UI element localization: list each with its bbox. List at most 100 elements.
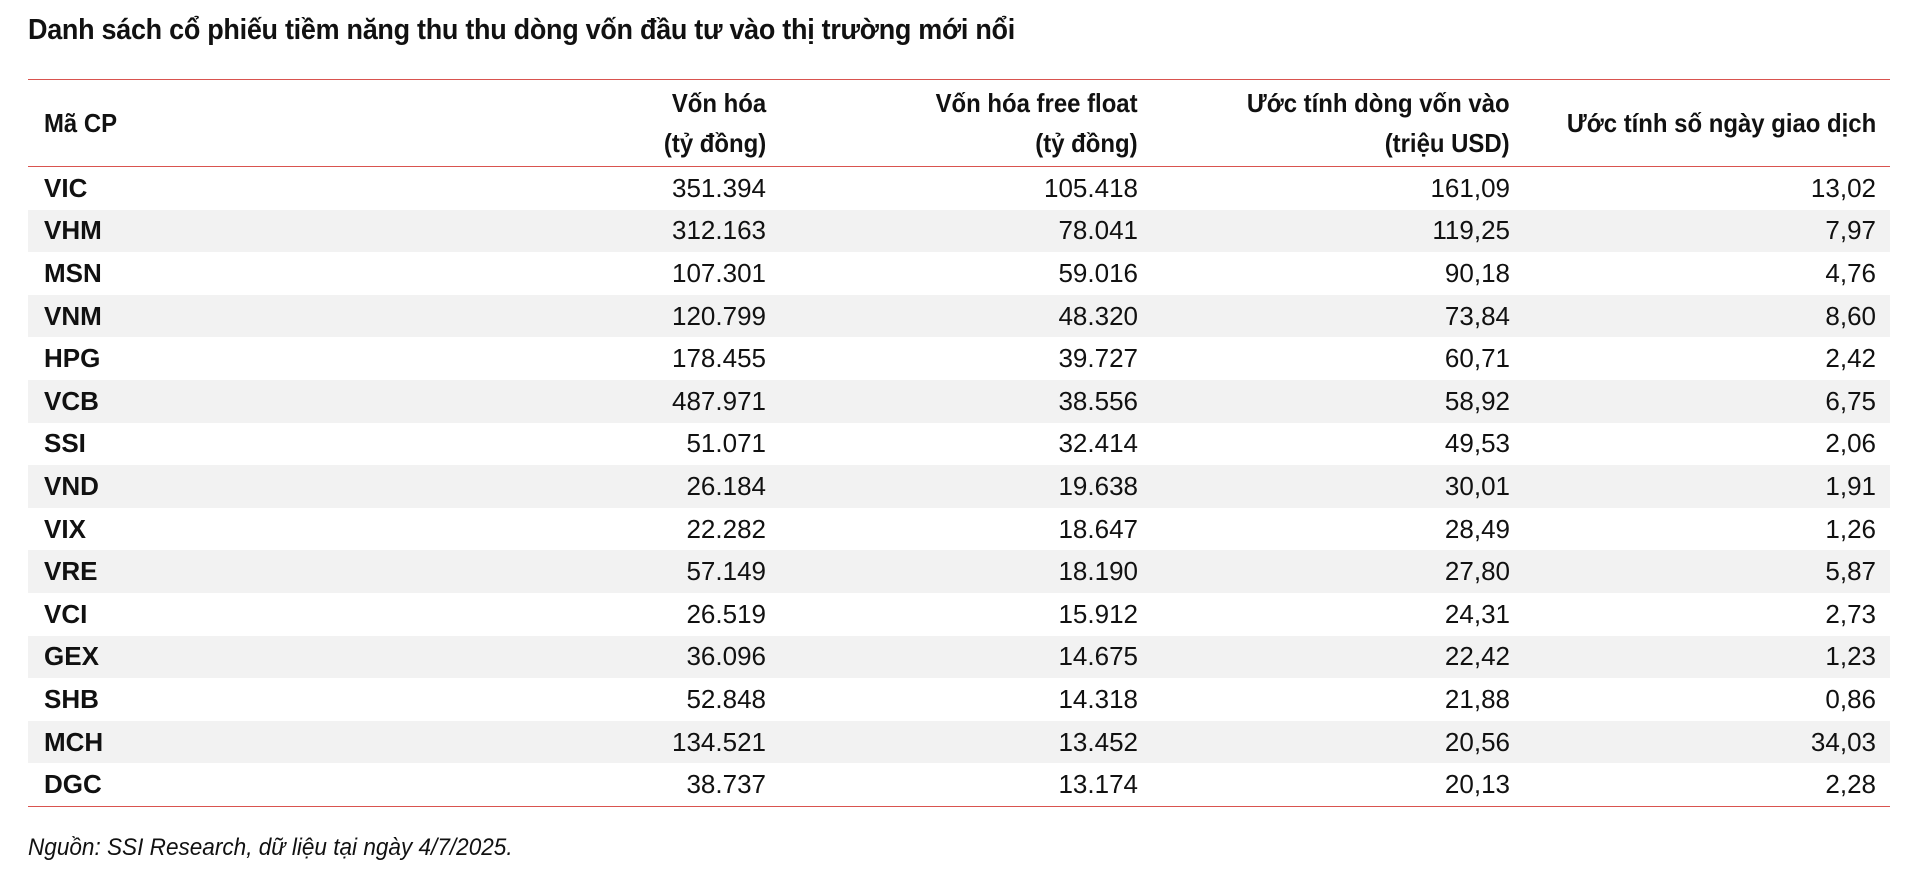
cell-market-cap: 22.282 <box>686 513 766 544</box>
table-header: Mã CP Vốn hóa (tỷ đồng) Vốn hóa free float (… <box>28 80 1890 167</box>
cell-ticker: VIX <box>44 513 86 544</box>
cell-estimated-trading-days: 7,97 <box>1524 209 1890 253</box>
cell-market-cap: 351.394 <box>672 172 766 203</box>
cell-estimated-inflow: 30,01 <box>1152 465 1524 508</box>
header-estimated-trading-days-line1: Ước tính số ngày giao dịch <box>1566 108 1877 138</box>
cell-estimated-trading-days: 2,06 <box>1825 428 1876 459</box>
cell-estimated-inflow: 161,09 <box>1430 172 1510 203</box>
header-estimated-trading-days: Ước tính số ngày giao dịch <box>1524 80 1890 167</box>
cell-estimated-trading-days: 13,02 <box>1810 172 1876 203</box>
cell-estimated-trading-days: 5,87 <box>1524 550 1890 593</box>
header-free-float-cap-line1: Vốn hóa free float <box>935 88 1138 118</box>
cell-estimated-inflow: 119,25 <box>1152 209 1524 253</box>
cell-estimated-inflow: 21,88 <box>1444 683 1510 714</box>
header-estimated-inflow-line1: Ước tính dòng vốn vào <box>1247 88 1510 118</box>
header-estimated-inflow-text: Ước tính dòng vốn vào (triệu USD) <box>1247 83 1510 163</box>
data-table: Mã CP Vốn hóa (tỷ đồng) Vốn hóa free float (… <box>28 80 1890 806</box>
table-row: VCB 487.971 38.556 58,92 6,75 <box>28 379 1890 423</box>
cell-ticker: VCB <box>28 379 396 423</box>
cell-estimated-inflow: 24,31 <box>1444 598 1510 629</box>
cell-ticker: MCH <box>28 720 396 764</box>
cell-market-cap: 38.737 <box>686 769 766 800</box>
cell-estimated-trading-days: 1,26 <box>1825 513 1876 544</box>
table-row: VND 26.184 19.638 30,01 1,91 <box>28 465 1890 508</box>
cell-free-float-cap: 18.647 <box>1058 513 1138 544</box>
cell-market-cap: 57.149 <box>396 550 780 593</box>
cell-ticker: VNM <box>28 294 396 338</box>
header-ticker: Mã CP <box>28 80 396 167</box>
cell-free-float-cap: 78.041 <box>780 209 1152 253</box>
table-row: VIX 22.282 18.647 28,49 1,26 <box>28 508 1890 551</box>
cell-free-float-cap: 14.675 <box>780 635 1152 679</box>
cell-market-cap: 312.163 <box>396 209 780 253</box>
cell-estimated-trading-days: 2,28 <box>1825 769 1876 800</box>
cell-ticker: SHB <box>44 683 99 714</box>
cell-estimated-inflow: 90,18 <box>1444 257 1510 288</box>
cell-estimated-inflow: 27,80 <box>1152 550 1524 593</box>
table-row: VCI 26.519 15.912 24,31 2,73 <box>28 593 1890 636</box>
cell-free-float-cap: 38.556 <box>780 379 1152 423</box>
cell-free-float-cap: 18.190 <box>780 550 1152 593</box>
header-estimated-trading-days-text: Ước tính số ngày giao dịch <box>1567 103 1876 143</box>
stock-table: Mã CP Vốn hóa (tỷ đồng) Vốn hóa free float (… <box>28 79 1890 807</box>
header-estimated-inflow-line2: (triệu USD) <box>1385 128 1510 158</box>
cell-free-float-cap: 19.638 <box>780 465 1152 508</box>
cell-ticker: VIC <box>44 172 88 203</box>
cell-estimated-trading-days: 2,42 <box>1825 343 1876 374</box>
table-row: HPG 178.455 39.727 60,71 2,42 <box>28 337 1890 380</box>
cell-estimated-inflow: 73,84 <box>1152 294 1524 338</box>
cell-market-cap: 134.521 <box>396 720 780 764</box>
cell-estimated-trading-days: 6,75 <box>1524 379 1890 423</box>
table-body: VIC 351.394 105.418 161,09 13,02 VHM 312.163 78… <box>28 167 1890 806</box>
cell-estimated-trading-days: 2,73 <box>1825 598 1876 629</box>
cell-free-float-cap: 39.727 <box>1058 343 1138 374</box>
cell-estimated-inflow: 28,49 <box>1444 513 1510 544</box>
cell-estimated-inflow: 60,71 <box>1444 343 1510 374</box>
table-row: VRE 57.149 18.190 27,80 5,87 <box>28 550 1890 593</box>
header-market-cap: Vốn hóa (tỷ đồng) <box>396 80 780 167</box>
cell-estimated-trading-days: 1,23 <box>1524 635 1890 679</box>
cell-estimated-inflow: 22,42 <box>1152 635 1524 679</box>
cell-estimated-trading-days: 8,60 <box>1524 294 1890 338</box>
header-market-cap-line2: (tỷ đồng) <box>663 128 766 158</box>
cell-estimated-trading-days: 0,86 <box>1825 683 1876 714</box>
cell-market-cap: 107.301 <box>672 257 766 288</box>
cell-free-float-cap: 105.418 <box>1044 172 1138 203</box>
cell-ticker: VRE <box>28 550 396 593</box>
table-row: MCH 134.521 13.452 20,56 34,03 <box>28 720 1890 764</box>
cell-free-float-cap: 59.016 <box>1058 257 1138 288</box>
cell-estimated-inflow: 20,13 <box>1444 769 1510 800</box>
cell-ticker: MSN <box>44 257 102 288</box>
header-free-float-cap-line2: (tỷ đồng) <box>1035 128 1138 158</box>
table-row: MSN 107.301 59.016 90,18 4,76 <box>28 252 1890 295</box>
cell-estimated-inflow: 58,92 <box>1152 379 1524 423</box>
cell-ticker: VND <box>28 465 396 508</box>
cell-ticker: VCI <box>44 598 88 629</box>
header-ticker-text: Mã CP <box>44 103 117 143</box>
cell-estimated-trading-days: 34,03 <box>1524 720 1890 764</box>
cell-free-float-cap: 13.452 <box>780 720 1152 764</box>
cell-estimated-inflow: 20,56 <box>1152 720 1524 764</box>
cell-ticker: DGC <box>44 769 102 800</box>
cell-market-cap: 178.455 <box>672 343 766 374</box>
cell-free-float-cap: 13.174 <box>1058 769 1138 800</box>
cell-estimated-trading-days: 1,91 <box>1524 465 1890 508</box>
cell-market-cap: 120.799 <box>396 294 780 338</box>
cell-free-float-cap: 48.320 <box>780 294 1152 338</box>
header-market-cap-text: Vốn hóa (tỷ đồng) <box>664 83 766 163</box>
cell-market-cap: 487.971 <box>396 379 780 423</box>
table-row: SHB 52.848 14.318 21,88 0,86 <box>28 678 1890 721</box>
cell-estimated-trading-days: 4,76 <box>1825 257 1876 288</box>
header-market-cap-line1: Vốn hóa <box>671 88 766 118</box>
cell-ticker: HPG <box>44 343 101 374</box>
cell-market-cap: 52.848 <box>686 683 766 714</box>
cell-market-cap: 36.096 <box>396 635 780 679</box>
header-ticker-line1: Mã CP <box>44 108 118 138</box>
header-free-float-cap: Vốn hóa free float (tỷ đồng) <box>780 80 1152 167</box>
page-title: Danh sách cổ phiếu tiềm năng thu thu dòn… <box>28 14 1015 46</box>
header-estimated-inflow: Ước tính dòng vốn vào (triệu USD) <box>1152 80 1524 167</box>
cell-estimated-inflow: 49,53 <box>1444 428 1510 459</box>
table-row: SSI 51.071 32.414 49,53 2,06 <box>28 423 1890 466</box>
cell-ticker: VHM <box>28 209 396 253</box>
header-row: Mã CP Vốn hóa (tỷ đồng) Vốn hóa free float (… <box>28 80 1890 167</box>
